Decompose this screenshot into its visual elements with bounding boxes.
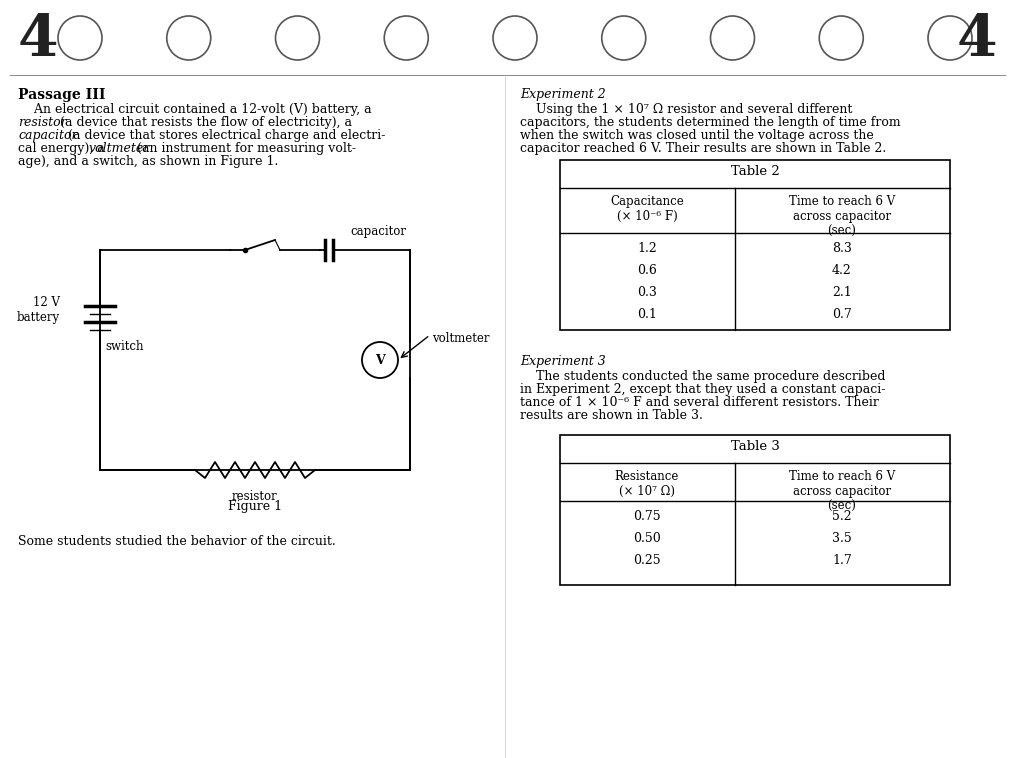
Text: resistor: resistor [232, 490, 278, 503]
Text: Time to reach 6 V
across capacitor
(sec): Time to reach 6 V across capacitor (sec) [789, 470, 895, 513]
Text: An electrical circuit contained a 12-volt (V) battery, a: An electrical circuit contained a 12-vol… [18, 103, 371, 116]
Text: cal energy), a: cal energy), a [18, 142, 109, 155]
Text: Experiment 3: Experiment 3 [520, 355, 606, 368]
Text: Resistance
(× 10⁷ Ω): Resistance (× 10⁷ Ω) [615, 470, 679, 498]
Text: 4.2: 4.2 [832, 264, 852, 277]
Text: in Experiment 2, except that they used a constant capaci-: in Experiment 2, except that they used a… [520, 383, 885, 396]
Text: The students conducted the same procedure described: The students conducted the same procedur… [520, 370, 885, 383]
Text: Passage III: Passage III [18, 88, 106, 102]
Text: age), and a switch, as shown in Figure 1.: age), and a switch, as shown in Figure 1… [18, 155, 278, 168]
Text: V: V [376, 353, 385, 367]
Text: capacitor: capacitor [350, 225, 406, 238]
Text: 4: 4 [18, 12, 59, 68]
Text: tance of 1 × 10⁻⁶ F and several different resistors. Their: tance of 1 × 10⁻⁶ F and several differen… [520, 396, 879, 409]
Text: 1.7: 1.7 [832, 554, 852, 567]
Text: voltmeter: voltmeter [432, 332, 489, 345]
Text: (a device that stores electrical charge and electri-: (a device that stores electrical charge … [64, 129, 386, 142]
FancyBboxPatch shape [560, 160, 950, 330]
Text: 0.7: 0.7 [832, 308, 852, 321]
Text: Figure 1: Figure 1 [228, 500, 282, 513]
Circle shape [362, 342, 398, 378]
Text: 0.75: 0.75 [633, 510, 661, 523]
Text: voltmeter: voltmeter [89, 142, 150, 155]
Text: Table 3: Table 3 [731, 440, 780, 453]
Text: Experiment 2: Experiment 2 [520, 88, 606, 101]
Text: 5.2: 5.2 [832, 510, 852, 523]
Text: Table 2: Table 2 [731, 165, 780, 178]
Text: Using the 1 × 10⁷ Ω resistor and several different: Using the 1 × 10⁷ Ω resistor and several… [520, 103, 853, 116]
Text: 12 V
battery: 12 V battery [17, 296, 60, 324]
Text: resistor: resistor [18, 116, 67, 129]
Text: (an instrument for measuring volt-: (an instrument for measuring volt- [133, 142, 356, 155]
Text: 8.3: 8.3 [832, 242, 852, 255]
Text: Some students studied the behavior of the circuit.: Some students studied the behavior of th… [18, 535, 336, 548]
Text: results are shown in Table 3.: results are shown in Table 3. [520, 409, 702, 422]
Text: 0.50: 0.50 [633, 532, 661, 545]
Text: Time to reach 6 V
across capacitor
(sec): Time to reach 6 V across capacitor (sec) [789, 195, 895, 238]
Text: Capacitance
(× 10⁻⁶ F): Capacitance (× 10⁻⁶ F) [610, 195, 684, 223]
Text: capacitors, the students determined the length of time from: capacitors, the students determined the … [520, 116, 900, 129]
Text: 4: 4 [956, 12, 997, 68]
Text: capacitor: capacitor [18, 129, 77, 142]
FancyBboxPatch shape [560, 435, 950, 585]
Text: 0.25: 0.25 [633, 554, 661, 567]
Text: 0.1: 0.1 [637, 308, 657, 321]
Text: 0.3: 0.3 [637, 286, 657, 299]
Text: 3.5: 3.5 [832, 532, 852, 545]
Text: (a device that resists the flow of electricity), a: (a device that resists the flow of elect… [56, 116, 352, 129]
Text: 1.2: 1.2 [637, 242, 657, 255]
Text: when the switch was closed until the voltage across the: when the switch was closed until the vol… [520, 129, 874, 142]
Text: capacitor reached 6 V. Their results are shown in Table 2.: capacitor reached 6 V. Their results are… [520, 142, 886, 155]
Text: 2.1: 2.1 [832, 286, 852, 299]
Text: switch: switch [105, 340, 143, 353]
Text: 0.6: 0.6 [637, 264, 657, 277]
